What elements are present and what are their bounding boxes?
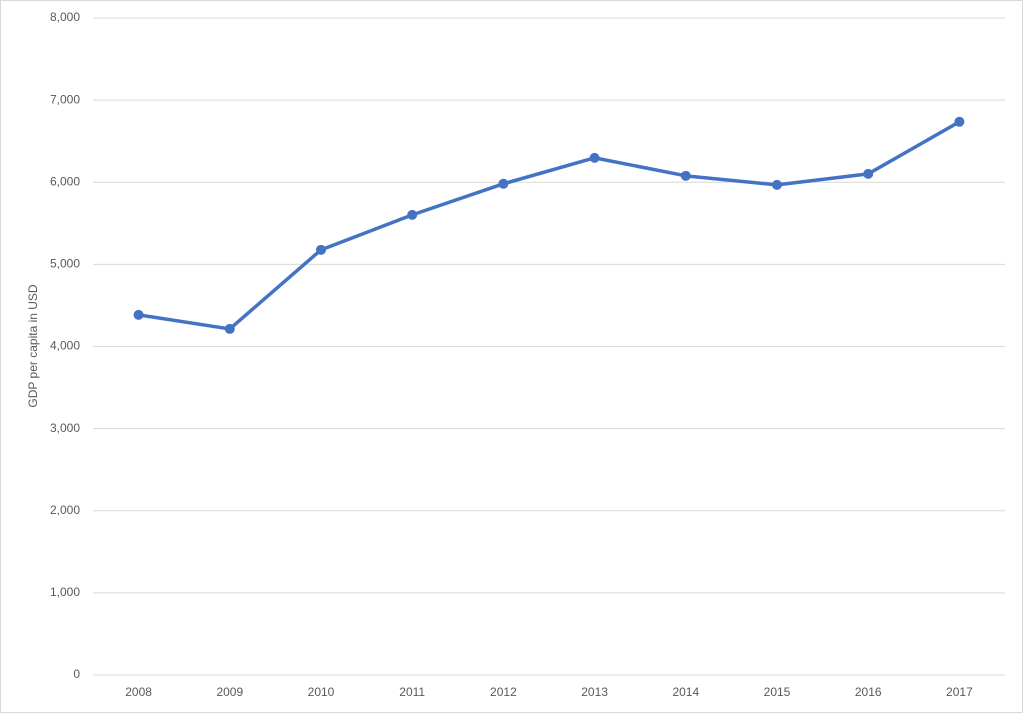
x-tick-label: 2014 [672,685,699,699]
x-tick-label: 2010 [308,685,335,699]
y-tick-label: 3,000 [50,421,80,435]
point [680,170,691,181]
y-tick-label: 2,000 [50,503,80,517]
point [133,309,144,320]
line [138,120,961,331]
x-tick-label: 2016 [855,685,882,699]
point [316,244,326,255]
y-tick-label: 1,000 [50,585,80,599]
y-tick-label: 0 [73,667,80,681]
y-tick-label: 5,000 [50,257,80,271]
point [498,178,509,189]
point [407,209,418,220]
x-tick-label: 2017 [946,685,973,699]
y-tick-label: 7,000 [50,92,80,106]
point [863,168,874,179]
y-tick-label: 8,000 [50,10,80,24]
y-tick-label: 6,000 [50,174,80,188]
y-tick-label: 4,000 [50,339,80,353]
x-tick-label: 2015 [764,685,791,699]
x-tick-label: 2013 [581,685,608,699]
point [772,179,782,190]
point [589,152,600,163]
x-tick-label: 2008 [125,685,152,699]
y-axis-title: GDP per capita in USD [26,284,40,407]
x-tick-label: 2012 [490,685,517,699]
point [224,323,235,334]
x-tick-label: 2011 [399,685,425,699]
point [954,116,965,127]
x-tick-label: 2009 [216,685,243,699]
